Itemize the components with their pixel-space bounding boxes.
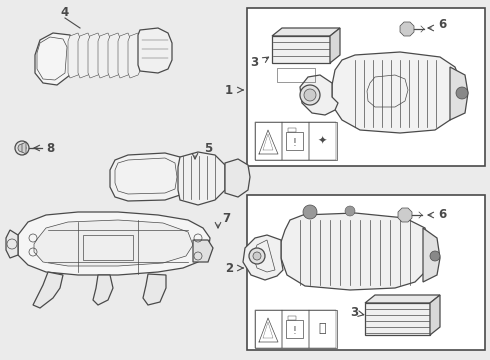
Text: ✦: ✦ — [318, 136, 327, 146]
Polygon shape — [143, 274, 166, 305]
Polygon shape — [110, 153, 185, 201]
Bar — [247, 8, 485, 166]
Text: 2: 2 — [225, 261, 233, 274]
Circle shape — [345, 206, 355, 216]
Polygon shape — [88, 33, 100, 78]
Bar — [286, 320, 303, 338]
Polygon shape — [365, 295, 440, 303]
Polygon shape — [138, 28, 172, 73]
Text: 5: 5 — [204, 141, 212, 154]
Text: 1: 1 — [225, 84, 233, 96]
Text: 6: 6 — [438, 18, 446, 31]
Polygon shape — [330, 28, 340, 63]
Bar — [255, 310, 337, 348]
Bar — [309, 310, 336, 348]
Bar — [288, 316, 296, 320]
Polygon shape — [400, 22, 414, 36]
Circle shape — [300, 85, 320, 105]
Polygon shape — [332, 52, 460, 133]
Circle shape — [303, 205, 317, 219]
Polygon shape — [35, 33, 73, 85]
Polygon shape — [193, 240, 213, 262]
Bar — [255, 310, 282, 348]
Text: 6: 6 — [438, 208, 446, 221]
Polygon shape — [365, 303, 430, 335]
Circle shape — [304, 89, 316, 101]
Polygon shape — [98, 33, 110, 78]
Text: ✋: ✋ — [318, 323, 326, 336]
Circle shape — [253, 252, 261, 260]
Polygon shape — [34, 220, 193, 266]
Polygon shape — [225, 159, 250, 197]
Circle shape — [456, 87, 468, 99]
Polygon shape — [18, 212, 210, 275]
Polygon shape — [78, 33, 90, 78]
Bar — [288, 128, 296, 132]
Polygon shape — [281, 213, 430, 290]
Text: 4: 4 — [61, 5, 69, 18]
Bar — [309, 122, 336, 160]
Polygon shape — [6, 230, 18, 258]
Circle shape — [18, 144, 26, 152]
Text: 3: 3 — [250, 55, 258, 68]
Bar — [255, 122, 282, 160]
Polygon shape — [423, 228, 440, 282]
Circle shape — [249, 248, 265, 264]
Polygon shape — [450, 67, 468, 120]
Polygon shape — [108, 33, 120, 78]
Circle shape — [15, 141, 29, 155]
Polygon shape — [178, 152, 225, 205]
Text: 7: 7 — [222, 211, 230, 225]
Circle shape — [430, 251, 440, 261]
Polygon shape — [33, 272, 63, 308]
Bar — [282, 310, 309, 348]
Polygon shape — [243, 235, 283, 280]
Polygon shape — [68, 33, 80, 78]
Text: 3: 3 — [350, 306, 358, 319]
Polygon shape — [398, 208, 412, 222]
Bar — [286, 132, 303, 150]
Polygon shape — [128, 33, 140, 78]
Polygon shape — [93, 275, 113, 305]
Text: !: ! — [292, 138, 296, 148]
Polygon shape — [272, 36, 330, 63]
Bar — [247, 195, 485, 350]
Polygon shape — [430, 295, 440, 335]
Polygon shape — [272, 28, 340, 36]
Bar — [255, 122, 337, 160]
Polygon shape — [118, 33, 130, 78]
Bar — [83, 235, 133, 260]
Text: !: ! — [292, 326, 296, 336]
Polygon shape — [300, 75, 338, 115]
Bar — [282, 122, 309, 160]
Text: 8: 8 — [46, 141, 54, 154]
Polygon shape — [22, 142, 26, 154]
